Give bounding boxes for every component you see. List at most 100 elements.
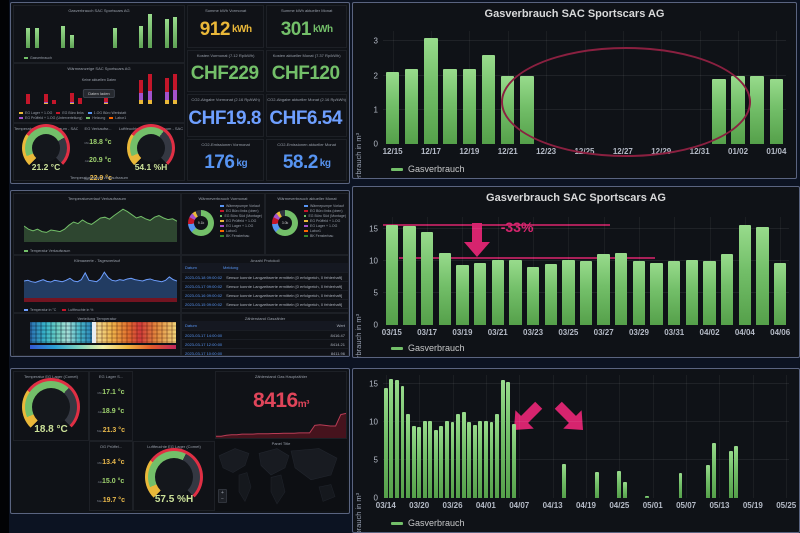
stats-list: Min13.4 °c Akt15.0 °c Max19.7 °c bbox=[97, 458, 125, 505]
stat-value: 176 kg bbox=[204, 152, 248, 174]
stat-value: CHF19.8 bbox=[188, 107, 261, 129]
legend-label: Wärmepumpe Vorlauf bbox=[310, 204, 344, 208]
stat-panel[interactable]: Kosten Vormonat (7.12 Rp/kWh) CHF229 bbox=[187, 49, 265, 92]
annotation-line-low bbox=[399, 257, 655, 260]
stat-panel[interactable]: CO2-Emissionen aktueller Monat 58.2 kg bbox=[266, 138, 347, 181]
meter-table-rows: 2023-03-17 14:00:00 8416.47 2023-03-17 12:… bbox=[182, 330, 348, 355]
annotation-line-high bbox=[383, 223, 611, 226]
donut-panel-1[interactable]: Wärmeverbrauch Vormonat 9.1k Wärmepumpe … bbox=[181, 193, 265, 255]
mini-heat-chart-title: Wärmeanzeige SAC Sportscars AG bbox=[67, 66, 131, 71]
stat-panel[interactable]: Summe kWh Vormonat 912 kWh bbox=[187, 5, 265, 48]
meter-row[interactable]: 2023-03-17 10:00:00 8411.96 bbox=[182, 348, 348, 355]
donut-legend: Wärmepumpe Vorlauf EG Büro links (oben) EG… bbox=[220, 204, 262, 238]
panel-title: Verteilung Temperatur bbox=[77, 316, 117, 321]
world-map-panel[interactable]: Panel Title + − bbox=[215, 439, 347, 511]
meter-row[interactable]: 2023-03-17 12:00:00 8414.21 bbox=[182, 339, 348, 348]
dashboard-detail-panel[interactable]: Temperaturverlauf Verkaufsraum Temperatu… bbox=[10, 190, 350, 357]
stat-value: 58.2 kg bbox=[282, 152, 331, 174]
hum-lager-gauge[interactable]: Luftfeuchte EG Lager (Comet) 57.5 %H bbox=[133, 441, 215, 511]
log-row[interactable]: 2023-03-14 09:00:02 Sensor konnte Langzei… bbox=[182, 308, 348, 312]
gas-chart-march-panel[interactable]: Gasverbrauch SAC Sportscars AG Tagesverb… bbox=[352, 186, 800, 358]
y-axis-label: Tagesverbrauch in m³ bbox=[354, 313, 363, 358]
mini-heat-chart-panel[interactable]: Wärmeanzeige SAC Sportscars AG Keine akt… bbox=[13, 63, 185, 123]
legend-label: Gasverbrauch bbox=[30, 56, 52, 60]
dashboard-overview-panel[interactable]: Gasverbrauch SAC Sportscars AG Gasverbra… bbox=[10, 2, 350, 184]
legend-swatch bbox=[24, 309, 28, 311]
legend-swatch bbox=[304, 210, 308, 212]
legend-swatch bbox=[19, 117, 23, 119]
log-row[interactable]: 2023-03-16 09:00:02 Sensor konnte Langzei… bbox=[182, 290, 348, 299]
legend-swatch bbox=[56, 112, 61, 114]
gauge-value: 57.5 %H bbox=[154, 494, 194, 505]
stats-title: OG Prüffel... bbox=[99, 444, 123, 449]
legend-swatch bbox=[304, 215, 307, 217]
load-data-button[interactable]: Daten laden bbox=[83, 89, 115, 98]
chart-legend[interactable]: Gasverbrauch bbox=[391, 164, 465, 174]
meter-table-panel[interactable]: Zählerstand Gaszähler Datum Wert 2023-03-… bbox=[181, 313, 349, 356]
gas-chart-spring-panel[interactable]: Tagesverbrauch in m³ 0 5 10 15 03/14 03/20 03… bbox=[352, 368, 800, 533]
stat-value: CHF6.54 bbox=[269, 107, 342, 129]
log-row[interactable]: 2023-03-17 09:00:02 Sensor konnte Langzei… bbox=[182, 281, 348, 290]
mini-heat-legend[interactable]: EG Lager + 1.OG EG Büro links 1.OG Büro We… bbox=[16, 110, 182, 121]
down-left-arrow-annotation bbox=[504, 396, 548, 440]
meter-row[interactable]: 2023-03-17 14:00:00 8416.47 bbox=[182, 330, 348, 339]
footer-panel-title: Temperaturverlauf Verkaufsraum bbox=[69, 175, 129, 180]
gas-chart-december-panel[interactable]: Gasverbrauch SAC Sportscars AG Tagesverb… bbox=[352, 2, 797, 179]
stat-title: CO2-Abgabe Vormonat (2.16 Rp/kWh) bbox=[191, 97, 260, 102]
temp-area-chart bbox=[24, 202, 177, 242]
mini-gas-chart-panel[interactable]: Gasverbrauch SAC Sportscars AG Gasverbra… bbox=[13, 5, 185, 63]
stat-panel[interactable]: Kosten aktueller Monat (7.37 Rp/kWh) CHF… bbox=[266, 49, 347, 92]
log-row[interactable]: 2023-03-15 09:00:02 Sensor konnte Langzei… bbox=[182, 299, 348, 308]
legend-label: Gasverbrauch bbox=[408, 518, 465, 528]
temperature-gauge[interactable]: Temperatur EG Verkaufsraum - SAC 21.2 °C bbox=[14, 124, 78, 176]
dashboard-climate-panel[interactable]: Temperatur EG Lager (Comet) 18.8 °C EG L… bbox=[10, 368, 350, 514]
map-zoom-control[interactable]: + − bbox=[218, 489, 227, 503]
legend-label: Gasverbrauch bbox=[408, 343, 465, 353]
donut-panel-2[interactable]: Wärmeverbrauch aktueller Monat 3.0k Wärm… bbox=[265, 193, 349, 255]
stat-panel[interactable]: CO2-Abgabe Vormonat (2.16 Rp/kWh) CHF19.… bbox=[187, 94, 265, 137]
gas-meter-stat-panel[interactable]: Zählerstand Gas Hauptzähler 8416m³ bbox=[215, 371, 347, 439]
legend-swatch bbox=[304, 235, 308, 237]
log-row[interactable]: 2023-03-18 09:00:02 Sensor konnte Langzei… bbox=[182, 272, 348, 281]
legend-swatch bbox=[220, 235, 224, 237]
legend[interactable]: Temperatur Verkaufsraum bbox=[24, 249, 70, 253]
log-table-header: Datum Meldung bbox=[182, 263, 348, 272]
gauge-value: 54.1 %H bbox=[134, 162, 168, 172]
klima-area-chart bbox=[24, 264, 177, 298]
legend[interactable]: Temperatur in °C Luftfeuchte in % bbox=[24, 308, 93, 312]
donut-center-value: 3.0k bbox=[281, 221, 289, 225]
legend-label: EG Büro links bbox=[62, 111, 84, 115]
temp-area-chart-panel[interactable]: Temperaturverlauf Verkaufsraum Temperatu… bbox=[13, 193, 181, 255]
legend-swatch bbox=[87, 112, 92, 114]
gauge-title: Temperatur EG Lager (Comet) bbox=[23, 374, 79, 379]
log-table-panel[interactable]: Anzahl Protokoll Datum Meldung 2023-03-18… bbox=[181, 255, 349, 313]
stat-panel[interactable]: CO2-Abgabe aktueller Monat (2.16 Rp/kWh)… bbox=[266, 94, 347, 137]
klima-area-chart-panel[interactable]: Klimawerte - Tagesverlauf Temperatur in … bbox=[13, 255, 181, 313]
legend-label: EG Lager + 1.OG bbox=[25, 111, 53, 115]
lager-stats-panel: EG Lager S... Min17.1 °c Akt18.9 °c Max21.… bbox=[89, 371, 133, 441]
heatmap-panel[interactable]: Verteilung Temperatur bbox=[13, 313, 181, 356]
gauge-value: 21.2 °C bbox=[31, 162, 61, 172]
stat-panel[interactable]: Summe kWh aktueller Monat 301 kWh bbox=[266, 5, 347, 48]
chart-legend[interactable]: Gasverbrauch bbox=[391, 343, 465, 353]
humidity-gauge[interactable]: Luftfeuchte EG Verkaufsraum - SAC 54.1 %… bbox=[118, 124, 184, 176]
legend-label: Labor1 bbox=[310, 229, 321, 233]
x-axis: 03/14 03/20 03/26 04/01 04/07 04/13 04/19 04/25… bbox=[375, 501, 797, 510]
legend-label: EG Büro Süd (Montage) bbox=[308, 214, 346, 218]
chart-legend[interactable]: Gasverbrauch bbox=[391, 518, 465, 528]
plot-area: -33% bbox=[383, 217, 789, 325]
legend-label: Labor1 bbox=[226, 229, 237, 233]
legend-label: BK Fensterbau bbox=[310, 234, 334, 238]
legend-label: Heizung bbox=[92, 116, 106, 120]
legend-label: Labor1 bbox=[115, 116, 127, 120]
bar-chart: 0 5 10 15 -33% 03/15 03/17 03/19 03/21 03/23 03/… bbox=[363, 217, 790, 337]
stat-title: Kosten aktueller Monat (7.37 Rp/kWh) bbox=[272, 52, 341, 58]
stat-panel[interactable]: CO2-Emissionen Vormonat 176 kg bbox=[187, 138, 265, 181]
zoom-in-button[interactable]: + bbox=[221, 490, 224, 496]
temp-lager-gauge[interactable]: Temperatur EG Lager (Comet) 18.8 °C bbox=[13, 371, 89, 441]
zoom-out-button[interactable]: − bbox=[221, 496, 224, 502]
mini-gas-legend[interactable]: Gasverbrauch bbox=[24, 56, 52, 60]
legend-swatch bbox=[86, 117, 91, 119]
legend-label: BK Fensterbau bbox=[226, 234, 250, 238]
